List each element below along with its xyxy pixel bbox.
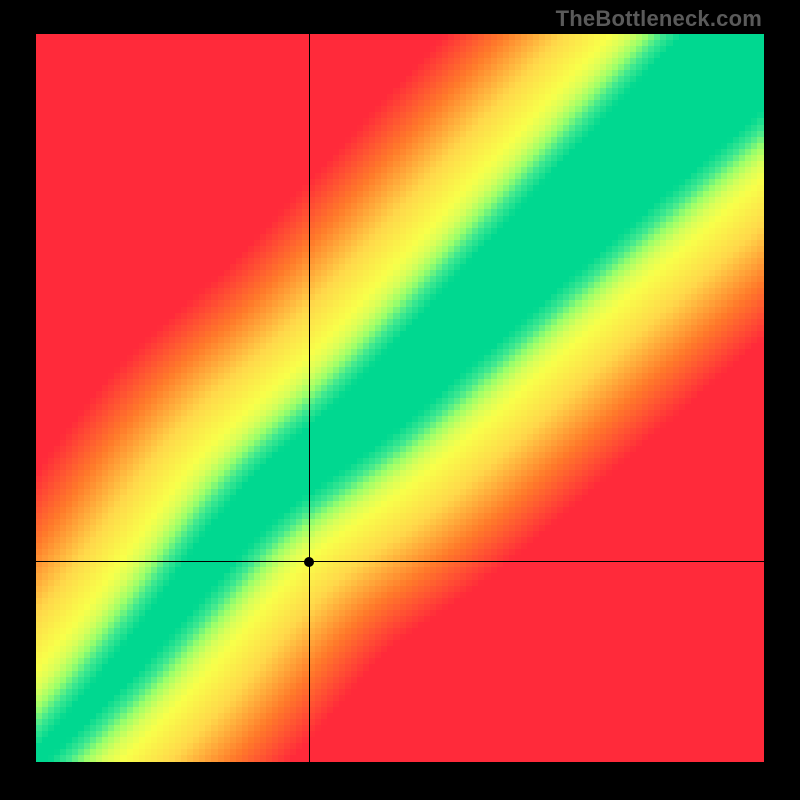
crosshair-marker (304, 557, 314, 567)
watermark-text: TheBottleneck.com (556, 6, 762, 32)
crosshair-vertical (309, 34, 310, 762)
chart-container: TheBottleneck.com (0, 0, 800, 800)
bottleneck-heatmap (36, 34, 764, 762)
crosshair-horizontal (36, 561, 764, 562)
